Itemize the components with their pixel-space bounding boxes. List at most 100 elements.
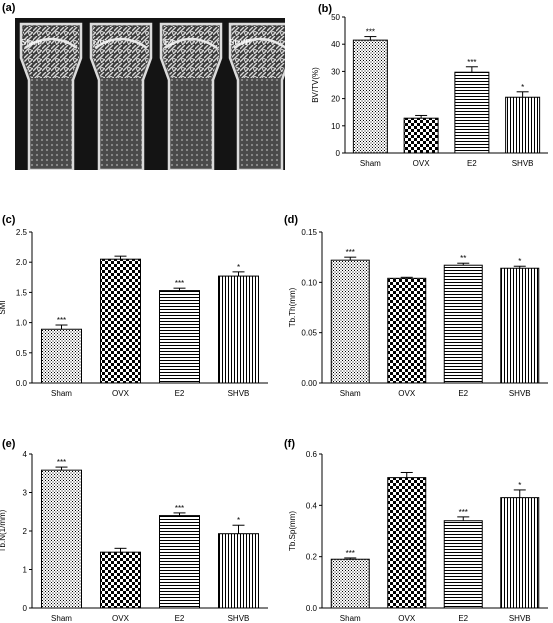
y-tick-label: 1.5 [16,288,28,297]
bar-shvb [218,275,259,384]
y-tick-label: 0.4 [306,501,318,510]
y-tick-label: 0 [23,604,28,613]
bar-sham [41,328,82,384]
bar-shvb [500,497,540,609]
y-tick-label: 2.0 [16,258,28,267]
femur-image-2 [89,22,153,172]
image-label-ovx: OVX [93,38,110,47]
chart-c: (c) 0.0 0.5 1.0 1.5 2.0 2.5 SMI *** Sham OVX *** E2 *… [0,214,268,398]
x-tick-label: E2 [175,614,185,623]
micro-ct-images [15,18,292,172]
significance-marker: *** [57,458,66,467]
significance-marker: *** [346,248,355,257]
y-tick-label: 20 [331,95,340,104]
bar-e2 [443,264,483,384]
x-tick-label: OVX [413,159,431,168]
significance-marker: *** [175,504,184,513]
x-tick-label: OVX [112,614,130,623]
y-tick-label: 3 [23,489,28,498]
image-label-sham: Sham [21,38,42,47]
significance-marker: * [237,516,240,525]
bar-sham [41,469,82,609]
x-tick-label: Sham [340,614,361,623]
y-axis-label: SMI [0,300,7,314]
significance-marker: *** [467,58,476,67]
y-tick-label: 0.05 [301,329,317,338]
panel-label-c: (c) [2,214,16,226]
significance-marker: * [518,257,521,266]
y-tick-label: 0 [336,149,341,158]
x-tick-label: E2 [467,159,477,168]
y-tick-label: 0.0 [306,604,318,613]
y-tick-label: 0.15 [301,228,317,237]
significance-marker: *** [57,316,66,325]
bar-ovx [403,117,439,154]
bar-ovx [387,477,427,609]
bar-ovx [100,551,141,609]
y-tick-label: 0.0 [16,379,28,388]
bar-ovx [387,277,427,384]
bar-e2 [159,290,200,384]
bar-e2 [443,520,483,609]
x-tick-label: Sham [360,159,381,168]
significance-marker: * [237,263,240,272]
femur-image-1 [19,22,83,172]
x-tick-label: Sham [51,614,72,623]
panel-label-b: (b) [318,3,332,15]
y-tick-label: 10 [331,122,340,131]
bar-sham [352,39,388,154]
bar-e2 [454,71,490,154]
bar-shvb [218,533,259,609]
chart-e: (e) 0 1 2 3 4 Tb.N(1/mm) *** Sham OVX *** E2 * SHVB [0,438,268,623]
bar-sham [330,259,370,384]
x-tick-label: E2 [175,389,185,398]
bar-sham [330,558,370,609]
y-axis-label: BV/TV(%) [311,67,320,103]
bar-shvb [505,96,541,154]
y-axis-label: Tb.N(1/mm) [0,509,7,552]
bar-ovx [100,258,141,384]
femur-image-4 [228,22,292,172]
y-tick-label: 0.2 [306,553,318,562]
panel-label-a: (a) [2,2,16,14]
x-tick-label: SHVB [228,614,250,623]
x-tick-label: E2 [458,389,468,398]
panel-label-d: (d) [284,214,298,226]
micro-ct-image-panel: Sham OVX E2 SHVB [15,18,292,172]
significance-marker: ** [460,254,466,263]
y-tick-label: 4 [23,450,28,459]
y-axis-label: Tb.Sp(mm) [288,511,297,551]
x-tick-label: Sham [51,389,72,398]
y-tick-label: 2 [23,527,28,536]
x-tick-label: OVX [112,389,130,398]
chart-b: (b) 0 10 20 30 40 50 BV/TV(%) *** Sham OVX *** E2 * SH… [311,3,548,168]
x-tick-label: SHVB [512,159,534,168]
x-tick-label: OVX [398,389,416,398]
x-tick-label: Sham [340,389,361,398]
significance-marker: *** [366,28,375,37]
bar-shvb [500,267,540,384]
bar-e2 [159,515,200,609]
x-tick-label: E2 [458,614,468,623]
image-label-shvb: SHVB [229,38,251,47]
panel-label-e: (e) [2,438,16,450]
y-tick-label: 40 [331,40,340,49]
x-tick-label: OVX [398,614,416,623]
y-tick-label: 0.5 [16,349,28,358]
chart-f: (f) 0.0 0.2 0.4 0.6 Tb.Sp(mm) *** Sham OVX *** E2 *… [284,438,548,623]
significance-marker: * [518,481,521,490]
significance-marker: *** [346,549,355,558]
y-tick-label: 2.5 [16,228,28,237]
y-tick-label: 0.10 [301,278,317,287]
panel-label-f: (f) [284,438,295,450]
y-axis-label: Tb.Th(mm) [288,287,297,327]
significance-marker: *** [175,279,184,288]
y-tick-label: 1.0 [16,319,28,328]
y-tick-label: 0.00 [301,379,317,388]
x-tick-label: SHVB [228,389,250,398]
y-tick-label: 0.6 [306,450,318,459]
significance-marker: * [521,83,524,92]
significance-marker: *** [459,508,468,517]
